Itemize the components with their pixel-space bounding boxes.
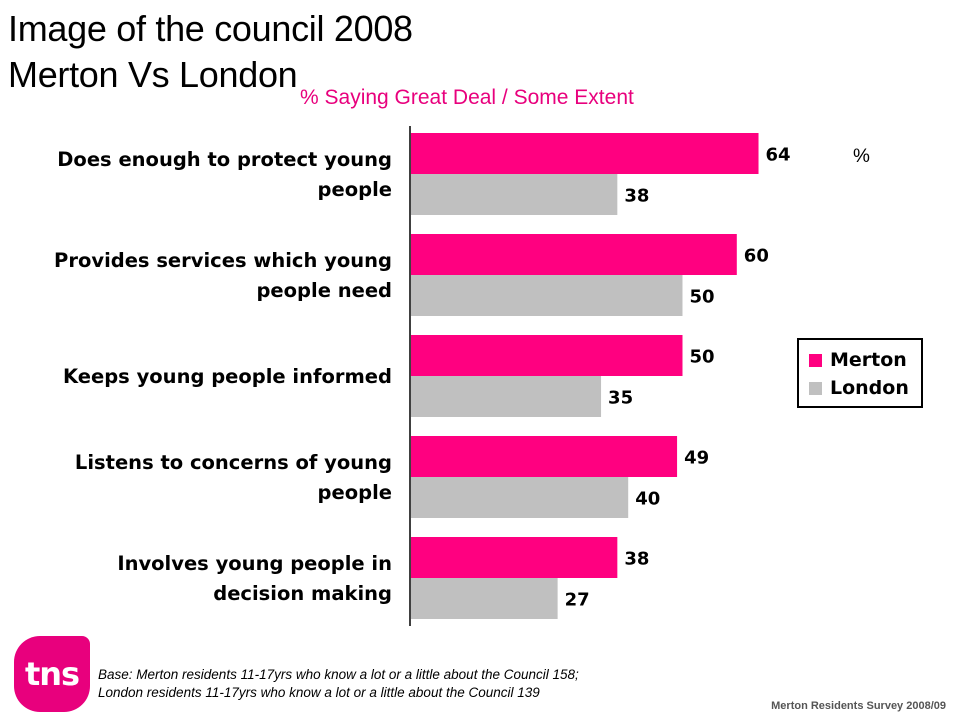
logo-text: tns xyxy=(24,655,80,693)
category-label: people need xyxy=(256,279,392,302)
category-label: people xyxy=(318,481,392,504)
category-label: Listens to concerns of young xyxy=(75,451,392,474)
bar-merton xyxy=(411,133,759,174)
category-label: Keeps young people informed xyxy=(63,365,392,388)
data-label-london: 27 xyxy=(565,590,590,611)
data-label-merton: 38 xyxy=(624,549,649,570)
category-label: Provides services which young xyxy=(54,249,392,272)
data-label-london: 50 xyxy=(690,287,715,308)
data-label-merton: 60 xyxy=(744,246,769,267)
bar-london xyxy=(411,578,558,619)
data-label-london: 40 xyxy=(635,489,660,510)
category-label: Does enough to protect young xyxy=(57,148,392,171)
footer-text: Merton Residents Survey 2008/09 xyxy=(771,700,946,712)
chart-subtitle: % Saying Great Deal / Some Extent xyxy=(300,86,634,109)
bar-merton xyxy=(411,234,737,275)
data-label-merton: 64 xyxy=(766,145,791,166)
bar-merton xyxy=(411,537,618,578)
legend-swatch-london xyxy=(809,381,822,395)
page-title: Image of the council 2008 Merton Vs Lond… xyxy=(8,6,413,98)
legend-item-london: London xyxy=(809,374,921,402)
data-label-merton: 50 xyxy=(690,347,715,368)
data-label-london: 38 xyxy=(624,186,649,207)
category-label: decision making xyxy=(213,582,392,605)
bar-london xyxy=(411,477,629,518)
legend-label-merton: Merton xyxy=(830,349,907,371)
bar-merton xyxy=(411,335,683,376)
legend-item-merton: Merton xyxy=(809,346,921,374)
base-note: Base: Merton residents 11-17yrs who know… xyxy=(98,666,579,702)
tns-logo: tns xyxy=(14,636,90,712)
base-note-line-2: London residents 11-17yrs who know a lot… xyxy=(98,685,540,700)
data-label-london: 35 xyxy=(608,388,633,409)
title-line-1: Image of the council 2008 xyxy=(8,8,413,49)
legend-label-london: London xyxy=(830,377,909,399)
chart-legend: Merton London xyxy=(797,338,923,408)
bar-london xyxy=(411,376,602,417)
bar-merton xyxy=(411,436,678,477)
data-label-merton: 49 xyxy=(684,448,709,469)
bar-london xyxy=(411,174,618,215)
category-label: people xyxy=(318,178,392,201)
legend-swatch-merton xyxy=(809,353,822,367)
base-note-line-1: Base: Merton residents 11-17yrs who know… xyxy=(98,667,579,682)
title-line-2: Merton Vs London xyxy=(8,54,298,95)
category-label: Involves young people in xyxy=(117,552,392,575)
bar-london xyxy=(411,275,683,316)
unit-label: % xyxy=(853,146,870,167)
